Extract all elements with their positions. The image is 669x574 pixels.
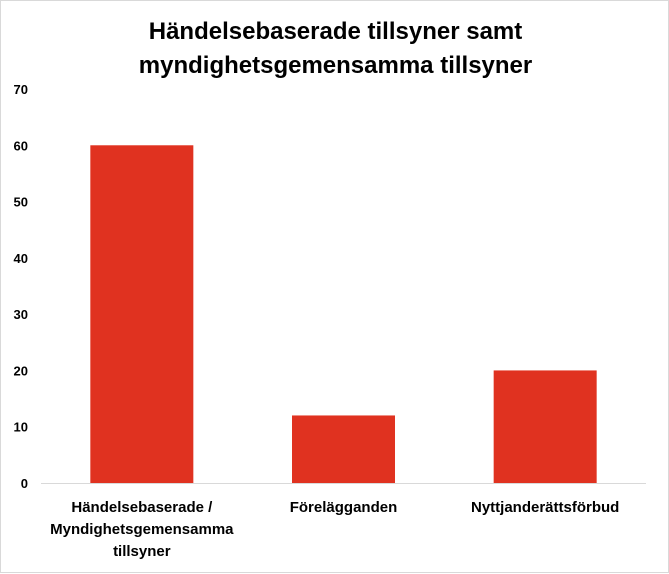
- y-tick-label: 70: [14, 82, 28, 97]
- y-tick-label: 50: [14, 195, 28, 210]
- bar: [493, 370, 597, 483]
- chart-title: Händelsebaserade tillsyner samt myndighe…: [1, 15, 669, 83]
- y-tick-label: 0: [21, 476, 28, 491]
- y-tick-label: 30: [14, 307, 28, 322]
- x-category-label: Händelsebaserade /: [71, 499, 213, 516]
- x-category-label: Myndighetsgemensamma: [50, 521, 234, 538]
- bar: [90, 145, 194, 484]
- x-category-label: Nyttjanderättsförbud: [471, 499, 619, 516]
- bar: [292, 415, 395, 483]
- chart-title-line-2: myndighetsgemensamma tillsyner: [138, 52, 533, 79]
- chart-title-line-1: Händelsebaserade tillsyner samt: [148, 18, 523, 45]
- x-category-label: Förelägganden: [290, 499, 398, 516]
- y-tick-label: 10: [14, 420, 28, 435]
- x-category-label: tillsyner: [113, 543, 171, 560]
- y-tick-label: 60: [14, 138, 28, 153]
- y-tick-label: 40: [14, 251, 28, 266]
- y-tick-label: 20: [14, 363, 28, 378]
